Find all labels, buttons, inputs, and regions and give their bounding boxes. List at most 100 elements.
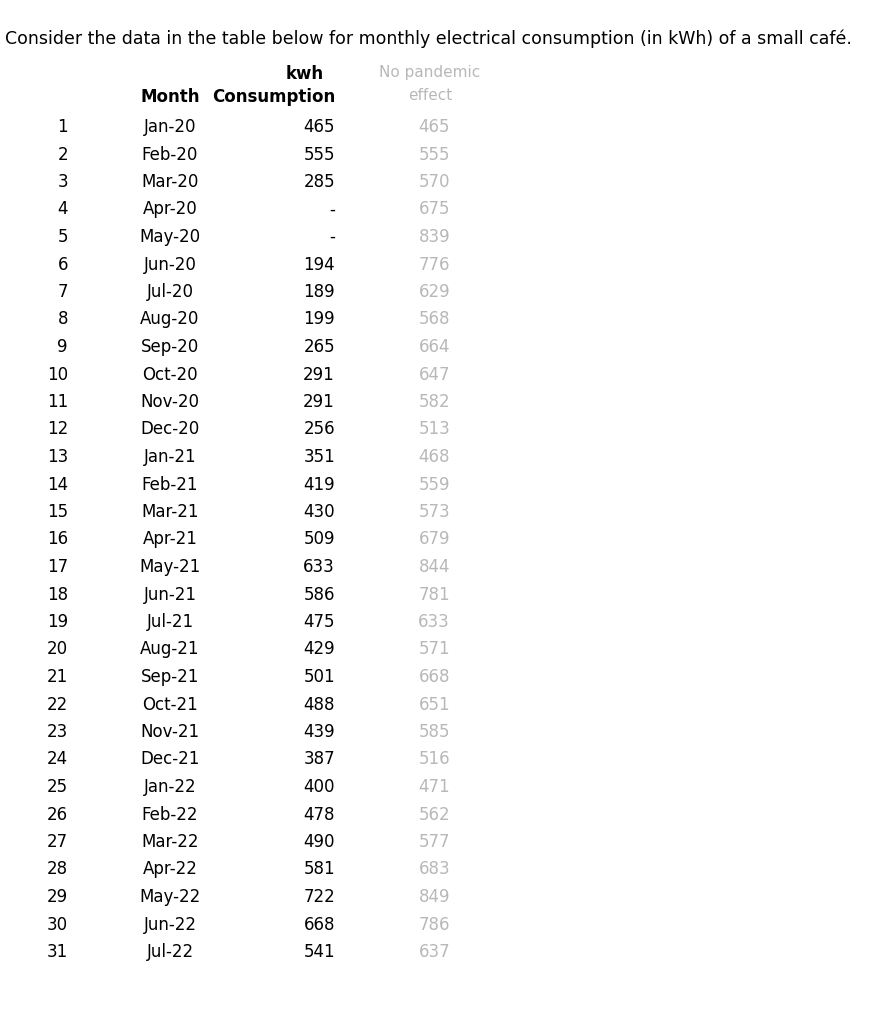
Text: Month: Month: [140, 88, 200, 106]
Text: 555: 555: [419, 145, 450, 163]
Text: 24: 24: [47, 751, 68, 769]
Text: Feb-21: Feb-21: [142, 475, 199, 493]
Text: 430: 430: [303, 503, 335, 521]
Text: 12: 12: [46, 421, 68, 439]
Text: -: -: [329, 201, 335, 219]
Text: 17: 17: [47, 558, 68, 576]
Text: Apr-21: Apr-21: [143, 531, 198, 549]
Text: Feb-22: Feb-22: [142, 805, 199, 823]
Text: 10: 10: [47, 365, 68, 383]
Text: 468: 468: [419, 448, 450, 466]
Text: 471: 471: [419, 778, 450, 796]
Text: 786: 786: [419, 915, 450, 933]
Text: 465: 465: [304, 118, 335, 136]
Text: 400: 400: [304, 778, 335, 796]
Text: 633: 633: [418, 613, 450, 631]
Text: Sep-21: Sep-21: [141, 668, 200, 686]
Text: Apr-20: Apr-20: [143, 201, 198, 219]
Text: 18: 18: [47, 585, 68, 603]
Text: 675: 675: [419, 201, 450, 219]
Text: Jan-21: Jan-21: [143, 448, 196, 466]
Text: 16: 16: [47, 531, 68, 549]
Text: Consider the data in the table below for monthly electrical consumption (in kWh): Consider the data in the table below for…: [5, 30, 852, 48]
Text: 194: 194: [303, 255, 335, 273]
Text: 285: 285: [303, 173, 335, 191]
Text: 570: 570: [419, 173, 450, 191]
Text: Dec-20: Dec-20: [141, 421, 200, 439]
Text: Feb-20: Feb-20: [142, 145, 198, 163]
Text: Oct-20: Oct-20: [143, 365, 198, 383]
Text: 568: 568: [419, 311, 450, 329]
Text: 582: 582: [419, 393, 450, 411]
Text: effect: effect: [408, 88, 452, 103]
Text: Mar-22: Mar-22: [142, 833, 199, 851]
Text: 387: 387: [303, 751, 335, 769]
Text: 419: 419: [303, 475, 335, 493]
Text: 668: 668: [304, 915, 335, 933]
Text: Jul-21: Jul-21: [146, 613, 193, 631]
Text: Oct-21: Oct-21: [143, 695, 198, 713]
Text: 509: 509: [304, 531, 335, 549]
Text: 30: 30: [47, 915, 68, 933]
Text: Consumption: Consumption: [212, 88, 335, 106]
Text: Dec-21: Dec-21: [140, 751, 200, 769]
Text: May-21: May-21: [139, 558, 200, 576]
Text: 555: 555: [304, 145, 335, 163]
Text: 585: 585: [419, 723, 450, 741]
Text: Jun-22: Jun-22: [143, 915, 197, 933]
Text: 7: 7: [58, 283, 68, 301]
Text: 28: 28: [47, 861, 68, 879]
Text: kwh: kwh: [286, 65, 324, 83]
Text: Jul-22: Jul-22: [146, 943, 193, 961]
Text: 13: 13: [46, 448, 68, 466]
Text: 189: 189: [303, 283, 335, 301]
Text: 629: 629: [419, 283, 450, 301]
Text: 637: 637: [419, 943, 450, 961]
Text: 11: 11: [46, 393, 68, 411]
Text: 683: 683: [419, 861, 450, 879]
Text: No pandemic: No pandemic: [380, 65, 480, 80]
Text: 19: 19: [47, 613, 68, 631]
Text: 27: 27: [47, 833, 68, 851]
Text: 573: 573: [419, 503, 450, 521]
Text: Nov-21: Nov-21: [141, 723, 200, 741]
Text: Jan-22: Jan-22: [143, 778, 196, 796]
Text: 571: 571: [419, 641, 450, 659]
Text: May-20: May-20: [139, 228, 200, 246]
Text: Aug-20: Aug-20: [140, 311, 200, 329]
Text: 577: 577: [419, 833, 450, 851]
Text: 679: 679: [419, 531, 450, 549]
Text: 291: 291: [303, 365, 335, 383]
Text: 722: 722: [303, 888, 335, 906]
Text: Mar-21: Mar-21: [142, 503, 199, 521]
Text: 21: 21: [46, 668, 68, 686]
Text: 1: 1: [57, 118, 68, 136]
Text: 581: 581: [303, 861, 335, 879]
Text: 256: 256: [303, 421, 335, 439]
Text: -: -: [329, 228, 335, 246]
Text: 781: 781: [419, 585, 450, 603]
Text: 351: 351: [303, 448, 335, 466]
Text: 501: 501: [303, 668, 335, 686]
Text: 647: 647: [419, 365, 450, 383]
Text: 9: 9: [58, 338, 68, 356]
Text: 429: 429: [303, 641, 335, 659]
Text: 488: 488: [304, 695, 335, 713]
Text: 29: 29: [47, 888, 68, 906]
Text: 6: 6: [58, 255, 68, 273]
Text: 22: 22: [46, 695, 68, 713]
Text: 20: 20: [47, 641, 68, 659]
Text: 465: 465: [419, 118, 450, 136]
Text: 478: 478: [304, 805, 335, 823]
Text: Apr-22: Apr-22: [143, 861, 198, 879]
Text: Jul-20: Jul-20: [146, 283, 193, 301]
Text: 265: 265: [303, 338, 335, 356]
Text: 839: 839: [419, 228, 450, 246]
Text: 516: 516: [419, 751, 450, 769]
Text: Jun-21: Jun-21: [143, 585, 197, 603]
Text: 4: 4: [58, 201, 68, 219]
Text: 844: 844: [419, 558, 450, 576]
Text: 2: 2: [57, 145, 68, 163]
Text: 14: 14: [47, 475, 68, 493]
Text: Jan-20: Jan-20: [143, 118, 196, 136]
